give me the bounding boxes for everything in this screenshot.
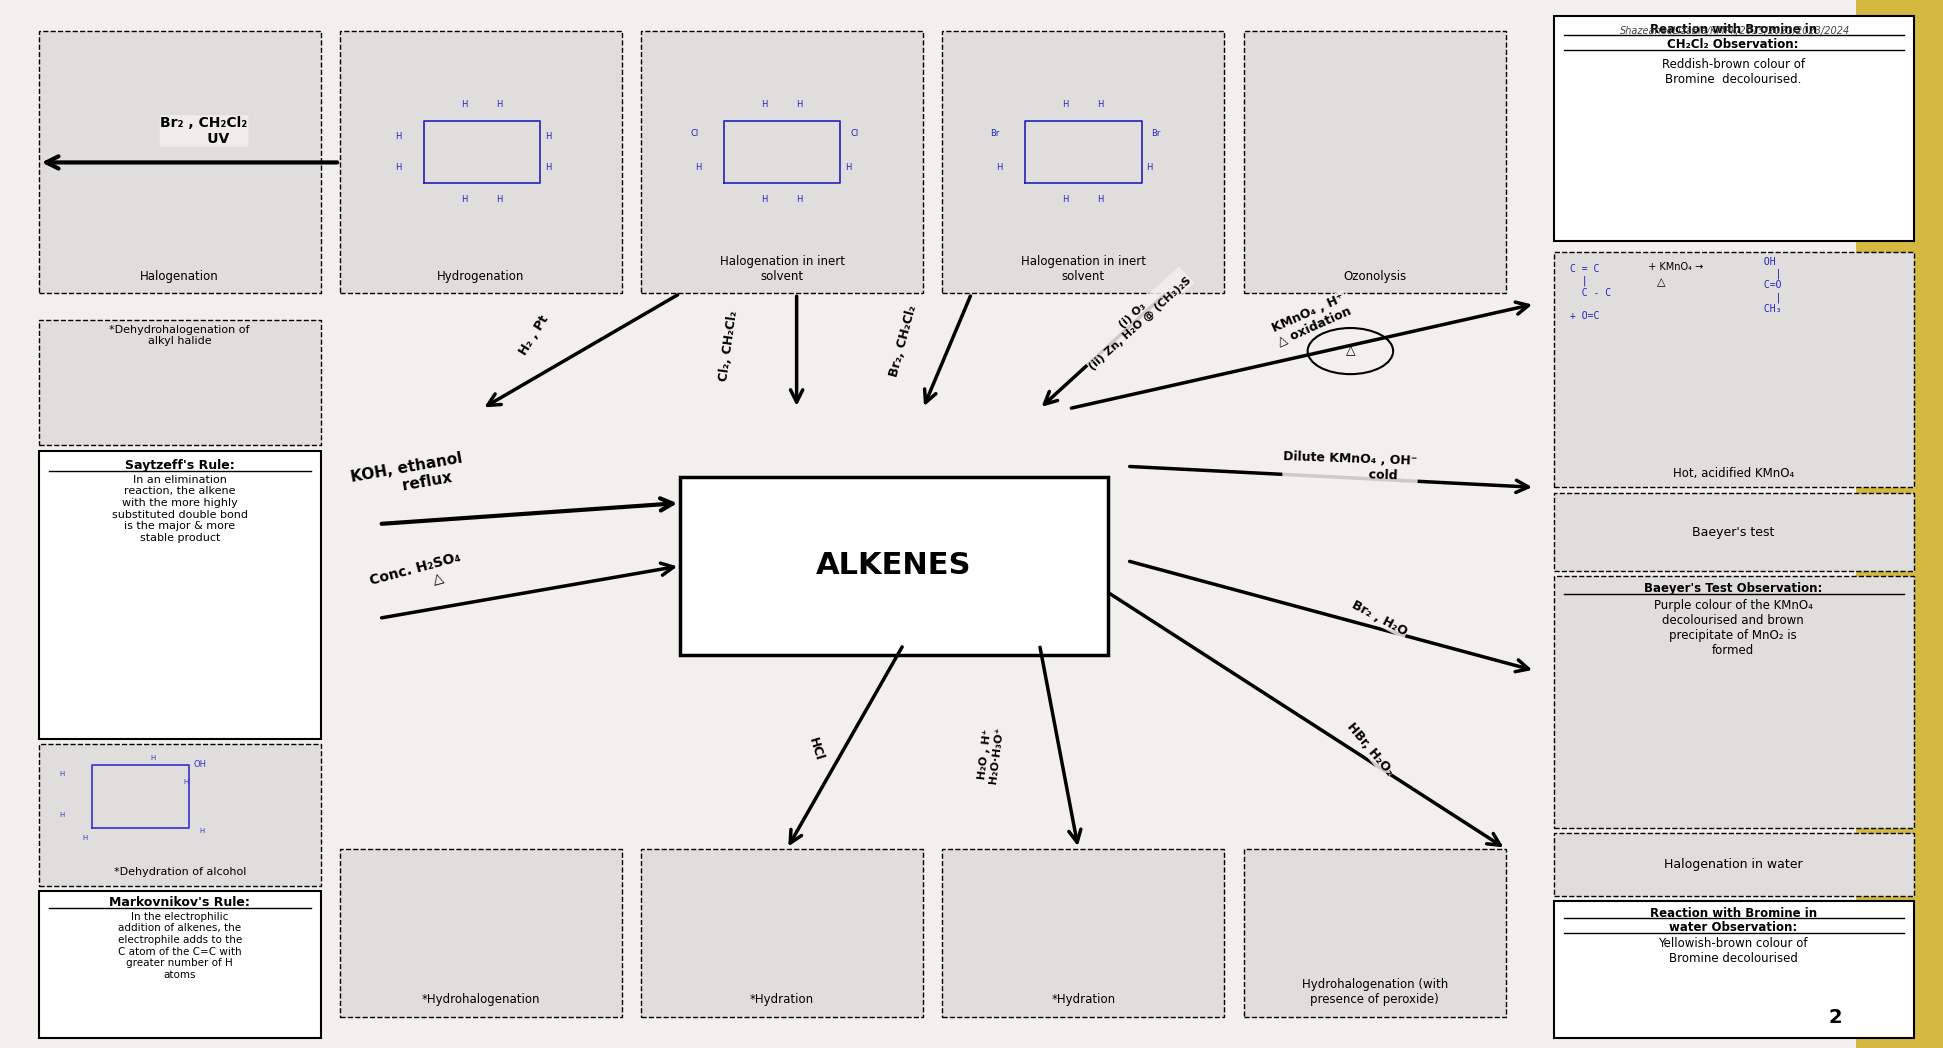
Text: Br: Br	[991, 129, 999, 137]
Text: Baeyer's test: Baeyer's test	[1692, 526, 1774, 539]
Text: Halogenation: Halogenation	[140, 270, 220, 283]
Bar	[39, 320, 321, 445]
Text: H: H	[183, 779, 188, 785]
Bar	[1244, 31, 1506, 293]
Text: Ozonolysis: Ozonolysis	[1343, 270, 1407, 283]
Text: H: H	[394, 132, 402, 140]
Text: HCl: HCl	[806, 736, 826, 763]
Text: H: H	[58, 770, 64, 777]
Text: H₂O , H⁺
H₂O·H₃O⁺: H₂O , H⁺ H₂O·H₃O⁺	[977, 725, 1005, 784]
Bar	[39, 31, 321, 293]
Text: Dilute KMnO₄ , OH⁻
               cold: Dilute KMnO₄ , OH⁻ cold	[1282, 450, 1418, 483]
Bar	[39, 891, 321, 1038]
Text: *Hydration: *Hydration	[750, 994, 814, 1006]
Text: Cl₂, CH₂Cl₂: Cl₂, CH₂Cl₂	[717, 309, 740, 383]
Text: H: H	[198, 828, 204, 834]
Text: Cl: Cl	[851, 129, 859, 137]
Text: H: H	[495, 101, 503, 109]
Bar	[39, 451, 321, 739]
Text: H: H	[762, 101, 767, 109]
Text: Markovnikov's Rule:: Markovnikov's Rule:	[109, 896, 251, 909]
Bar	[39, 744, 321, 886]
Text: H: H	[1063, 101, 1069, 109]
Bar	[641, 849, 923, 1017]
Bar	[340, 849, 622, 1017]
Text: H: H	[797, 195, 802, 203]
Bar	[1554, 901, 1914, 1038]
Text: H: H	[460, 101, 468, 109]
Text: H: H	[152, 755, 155, 761]
Text: Hot, acidified KMnO₄: Hot, acidified KMnO₄	[1673, 467, 1793, 480]
Text: △: △	[1346, 345, 1354, 357]
Text: Br₂, CH₂Cl₂: Br₂, CH₂Cl₂	[888, 303, 919, 378]
Text: Yellowish-brown colour of
Bromine decolourised: Yellowish-brown colour of Bromine decolo…	[1659, 937, 1807, 965]
FancyBboxPatch shape	[1856, 0, 1943, 1048]
Text: *Hydrohalogenation: *Hydrohalogenation	[422, 994, 540, 1006]
Text: △: △	[1657, 278, 1665, 288]
Bar	[680, 477, 1108, 655]
Text: CH₂Cl₂ Observation:: CH₂Cl₂ Observation:	[1667, 38, 1799, 50]
Text: H: H	[544, 132, 552, 140]
Text: Halogenation in inert
solvent: Halogenation in inert solvent	[1020, 255, 1146, 283]
Text: H: H	[762, 195, 767, 203]
Bar	[1554, 576, 1914, 828]
Text: Baeyer's Test Observation:: Baeyer's Test Observation:	[1644, 582, 1823, 594]
Bar	[1554, 493, 1914, 571]
Text: water Observation:: water Observation:	[1669, 921, 1797, 934]
Text: In an elimination
reaction, the alkene
with the more highly
substituted double b: In an elimination reaction, the alkene w…	[113, 475, 247, 543]
Text: ALKENES: ALKENES	[816, 551, 972, 581]
Bar	[1554, 252, 1914, 487]
Bar	[942, 31, 1224, 293]
Text: Halogenation in water: Halogenation in water	[1663, 858, 1803, 871]
Text: KMnO₄ , H⁺
△ oxidation: KMnO₄ , H⁺ △ oxidation	[1269, 290, 1354, 349]
Bar	[340, 31, 622, 293]
Text: H: H	[1063, 195, 1069, 203]
Text: In the electrophilic
addition of alkenes, the
electrophile adds to the
C atom of: In the electrophilic addition of alkenes…	[119, 912, 241, 980]
Text: Saytzeff's Rule:: Saytzeff's Rule:	[124, 459, 235, 472]
Text: HBr, H₂O₂: HBr, H₂O₂	[1345, 720, 1395, 779]
Text: H: H	[1146, 163, 1152, 172]
Text: Br: Br	[1150, 129, 1160, 137]
Text: H: H	[1098, 195, 1104, 203]
Text: H: H	[845, 163, 851, 172]
Text: + KMnO₄ →: + KMnO₄ →	[1642, 262, 1704, 272]
Text: Br₂ , CH₂Cl₂
      UV: Br₂ , CH₂Cl₂ UV	[161, 116, 247, 146]
Text: Br₂ , H₂O: Br₂ , H₂O	[1350, 598, 1409, 638]
Text: Reddish-brown colour of
Bromine  decolourised.: Reddish-brown colour of Bromine decolour…	[1661, 58, 1805, 86]
Text: Hydrogenation: Hydrogenation	[437, 270, 525, 283]
Text: ShazeaneeLizaEla/KMPk/2015/2021/2023/2024: ShazeaneeLizaEla/KMPk/2015/2021/2023/202…	[1619, 26, 1850, 37]
Text: H: H	[797, 101, 802, 109]
Bar	[1244, 849, 1506, 1017]
Text: H: H	[460, 195, 468, 203]
Text: *Hydration: *Hydration	[1051, 994, 1115, 1006]
Bar	[1554, 833, 1914, 896]
Text: Hydrohalogenation (with
presence of peroxide): Hydrohalogenation (with presence of pero…	[1302, 978, 1448, 1006]
Text: (i) O₃
(ii) Zn, H₂O @ (CH₃)₂S: (i) O₃ (ii) Zn, H₂O @ (CH₃)₂S	[1080, 267, 1193, 372]
Text: H: H	[1098, 101, 1104, 109]
Text: H₂ , Pt: H₂ , Pt	[517, 313, 552, 357]
Text: H: H	[544, 163, 552, 172]
Text: KOH, ethanol
       reflux: KOH, ethanol reflux	[350, 451, 466, 503]
Text: Conc. H₂SO₄
        △: Conc. H₂SO₄ △	[369, 550, 466, 603]
Text: Halogenation in inert
solvent: Halogenation in inert solvent	[719, 255, 845, 283]
Text: Reaction with Bromine in: Reaction with Bromine in	[1650, 907, 1817, 919]
Text: *Dehydrohalogenation of
alkyl halide: *Dehydrohalogenation of alkyl halide	[109, 325, 251, 347]
Text: H: H	[394, 163, 402, 172]
Text: H: H	[997, 163, 1003, 172]
Text: Purple colour of the KMnO₄
decolourised and brown
precipitate of MnO₂ is
formed: Purple colour of the KMnO₄ decolourised …	[1653, 599, 1813, 657]
Bar	[1554, 16, 1914, 241]
Text: OH: OH	[192, 760, 206, 769]
Text: H: H	[495, 195, 503, 203]
Bar	[641, 31, 923, 293]
Text: H: H	[58, 812, 64, 818]
Text: Reaction with Bromine in: Reaction with Bromine in	[1650, 23, 1817, 36]
Text: C = C
  |
  C - C

+ O=C: C = C | C - C + O=C	[1570, 264, 1611, 321]
Text: 2: 2	[1828, 1008, 1842, 1027]
Text: OH
   |
 C=O
   |
 CH₃: OH | C=O | CH₃	[1758, 257, 1782, 314]
Text: *Dehydration of alcohol: *Dehydration of alcohol	[113, 867, 247, 877]
Bar	[942, 849, 1224, 1017]
Text: Cl: Cl	[690, 129, 699, 137]
Text: H: H	[82, 835, 87, 842]
Text: H: H	[696, 163, 701, 172]
